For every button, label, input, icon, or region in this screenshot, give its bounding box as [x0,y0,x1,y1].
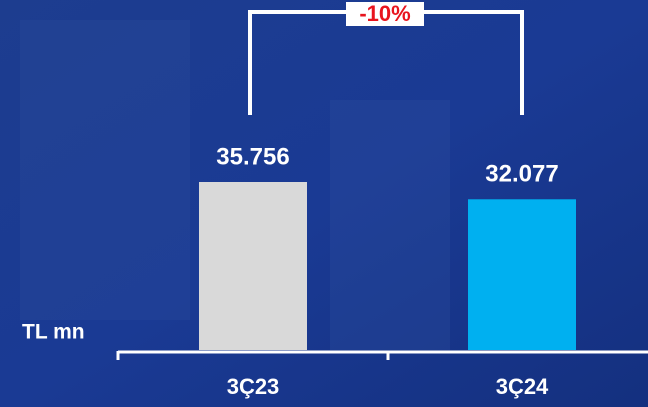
value-label: 35.756 [216,143,289,170]
bar [199,182,307,350]
unit-label: TL mn [22,321,85,344]
x-tick-label: 3Ç23 [227,374,280,399]
value-label: 32.077 [485,161,558,188]
background-photo [20,20,190,320]
annotation: -10% [359,1,410,26]
background-photo [330,100,450,350]
chart: -10% TL mn 35.756 3Ç23 32.077 3Ç24 [0,0,648,407]
x-tick-label: 3Ç24 [496,374,549,399]
bar [468,199,576,350]
page: -10% TL mn 35.7563Ç2332.0773Ç24 (() => {… [0,0,648,407]
